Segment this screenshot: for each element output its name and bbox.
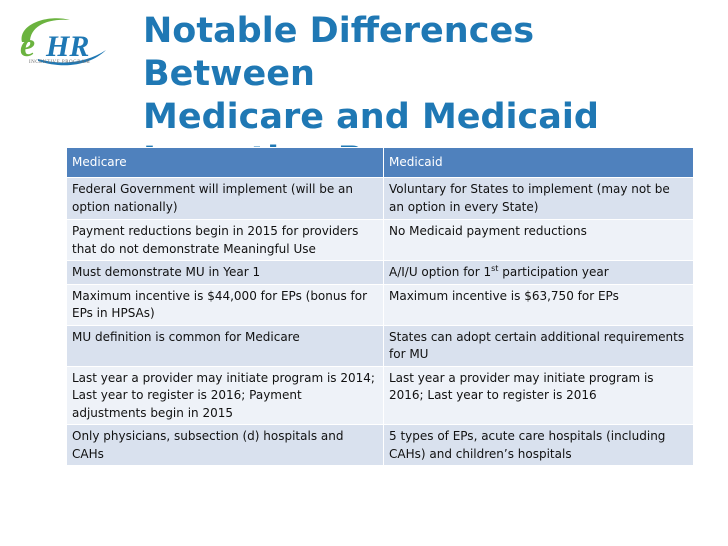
table-row: Maximum incentive is $44,000 for EPs (bo… (66, 283, 694, 326)
cell-medicaid: States can adopt certain additional requ… (383, 324, 694, 367)
table-row: MU definition is common for Medicare Sta… (66, 324, 694, 367)
cell-medicare: Maximum incentive is $44,000 for EPs (bo… (66, 283, 384, 326)
cell-medicaid: A/I/U option for 1st participation year (383, 260, 694, 285)
logo-tagline: INCENTIVE PROGRAM (29, 60, 91, 65)
cell-medicaid: No Medicaid payment reductions (383, 219, 694, 261)
table-header-row: Medicare Medicaid (66, 147, 694, 178)
table-row: Last year a provider may initiate progra… (66, 365, 694, 425)
cell-medicare: Last year a provider may initiate progra… (66, 365, 384, 425)
cell-text-after: participation year (498, 265, 609, 279)
cell-medicare: Payment reductions begin in 2015 for pro… (66, 219, 384, 261)
cell-medicare: MU definition is common for Medicare (66, 324, 384, 367)
ehr-logo-icon: e HR (20, 18, 106, 66)
table-row: Must demonstrate MU in Year 1 A/I/U opti… (66, 260, 694, 285)
cell-medicaid: 5 types of EPs, acute care hospitals (in… (383, 424, 694, 466)
ehr-logo: e HR INCENTIVE PROGRAM (8, 12, 118, 72)
cell-medicaid: Voluntary for States to implement (may n… (383, 177, 694, 220)
header-medicare: Medicare (66, 147, 384, 178)
table-row: Only physicians, subsection (d) hospital… (66, 424, 694, 466)
title-line-2: Medicare and Medicaid (143, 97, 599, 137)
cell-medicaid: Last year a provider may initiate progra… (383, 365, 694, 425)
header-medicaid: Medicaid (383, 147, 694, 178)
cell-medicare: Only physicians, subsection (d) hospital… (66, 424, 384, 466)
cell-medicare: Federal Government will implement (will … (66, 177, 384, 220)
title-line-1: Notable Differences Between (143, 11, 535, 94)
cell-medicare: Must demonstrate MU in Year 1 (66, 260, 384, 285)
cell-text-before: A/I/U option for 1 (389, 265, 492, 279)
table-row: Federal Government will implement (will … (66, 177, 694, 220)
table-row: Payment reductions begin in 2015 for pro… (66, 219, 694, 261)
superscript-st: st (491, 264, 499, 273)
cell-medicaid: Maximum incentive is $63,750 for EPs (383, 283, 694, 326)
logo-e-letter: e (20, 27, 35, 64)
logo-hr-letters: HR (45, 30, 89, 63)
comparison-table: Medicare Medicaid Federal Government wil… (66, 147, 694, 466)
